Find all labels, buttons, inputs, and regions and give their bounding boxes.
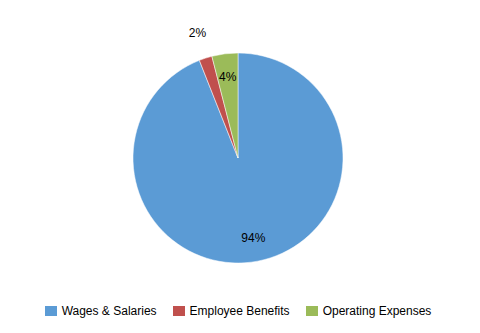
html-text:Operating Expenses: Operating Expenses — [322, 304, 432, 318]
html-text:Wages & Salaries: Wages & Salaries — [61, 304, 157, 318]
svg-text:4%: 4% — [219, 70, 237, 84]
svg-text:94%: 94% — [241, 231, 265, 245]
html-text:Employee Benefits: Employee Benefits — [189, 304, 290, 318]
svg-text:2%: 2% — [189, 26, 207, 40]
